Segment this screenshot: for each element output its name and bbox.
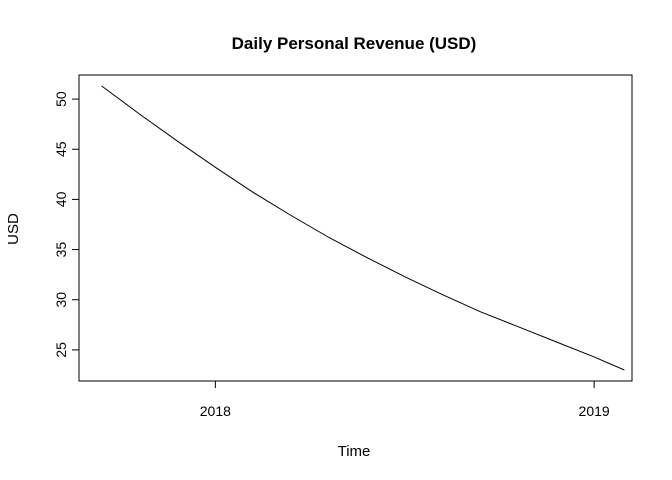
chart-title: Daily Personal Revenue (USD) [232,34,477,53]
y-tick-label: 30 [53,292,69,308]
y-axis-label: USD [5,213,22,245]
plot-frame [78,74,633,382]
y-tick-label: 50 [53,91,69,107]
x-tick-label: 2019 [579,403,610,419]
x-axis-label: Time [338,443,371,460]
x-tick-label: 2018 [200,403,231,419]
y-tick-label: 25 [53,342,69,358]
y-tick-label: 45 [53,141,69,157]
y-tick-label: 35 [53,242,69,258]
series-line [101,85,625,371]
y-tick-label: 40 [53,191,69,207]
x-axis: 2018 2019 [200,381,610,419]
y-axis: 25 30 35 40 45 50 [53,91,79,358]
